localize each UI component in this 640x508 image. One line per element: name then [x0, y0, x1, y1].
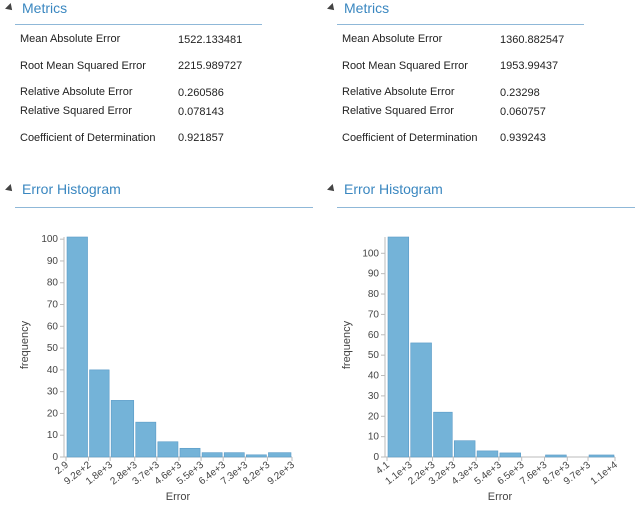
y-tick-label: 60 [368, 330, 380, 341]
chart: 01020304050607080901002.99.2e+21.8e+32.8… [19, 234, 297, 503]
metric-row: Relative Absolute Error 0.23298 [342, 83, 564, 102]
metric-value: 2215.989727 [178, 60, 243, 72]
y-tick-label: 50 [368, 350, 380, 361]
panel: Metrics Mean Absolute Error 1522.133481 Roo… [4, 0, 313, 503]
divider [15, 24, 262, 25]
y-tick-label: 100 [362, 248, 379, 259]
section-title: Metrics [22, 0, 68, 16]
panel: Metrics Mean Absolute Error 1360.882547 Roo… [322, 0, 640, 508]
metric-row: Relative Absolute Error 0.260586 [20, 83, 242, 102]
y-tick-label: 30 [368, 391, 380, 402]
bar [157, 441, 179, 458]
x-tick-label: 9.2e+3 [266, 459, 297, 487]
chart: 01020304050607080901004.11.1e+32.2e+33.2… [341, 236, 620, 503]
metric-value: 1522.133481 [178, 33, 243, 46]
metric-name: Coefficient of Determination [342, 131, 478, 144]
metric-value: 0.23298 [500, 86, 540, 99]
collapse-icon [327, 184, 337, 195]
metric-row: Mean Absolute Error 1522.133481 [20, 30, 242, 49]
bar [499, 452, 521, 458]
bar [110, 400, 135, 458]
section-header: Error Histogram [326, 181, 443, 197]
bar [453, 440, 476, 458]
metric-row: Mean Absolute Error 1360.882547 [342, 30, 564, 49]
metric-name: Relative Absolute Error [20, 86, 133, 98]
metric-name: Mean Absolute Error [342, 33, 443, 45]
metric-value: 1953.99437 [500, 60, 559, 72]
bar [201, 452, 223, 458]
metric-value: 1360.882547 [500, 33, 565, 46]
metric-value: 0.078143 [178, 105, 224, 118]
metric-value: 0.060757 [500, 105, 546, 118]
y-tick-label: 90 [47, 256, 59, 267]
metric-row: Coefficient of Determination 0.939243 [342, 121, 564, 155]
y-tick-label: 90 [368, 269, 380, 280]
bar [135, 421, 157, 458]
section-title: Error Histogram [344, 181, 443, 197]
bar [66, 236, 88, 458]
bar [433, 411, 453, 458]
metric-name: Root Mean Squared Error [20, 59, 146, 72]
y-tick-label: 20 [47, 408, 59, 419]
section-title: Error Histogram [22, 181, 121, 197]
metrics-table: Mean Absolute Error 1360.882547 Root Mean … [342, 30, 564, 155]
metric-name: Relative Absolute Error [342, 86, 455, 98]
y-tick-label: 20 [368, 411, 380, 422]
section-title: Metrics [344, 0, 390, 16]
y-tick-label: 80 [368, 289, 380, 300]
metric-row: Root Mean Squared Error 2215.989727 [20, 49, 242, 83]
metric-value: 0.260586 [178, 86, 224, 99]
bar [545, 454, 567, 458]
bar [476, 450, 499, 458]
divider [337, 207, 635, 208]
bar [387, 236, 410, 458]
y-tick-label: 70 [368, 309, 380, 320]
divider [15, 207, 313, 208]
bar [246, 454, 267, 458]
metric-name: Relative Squared Error [20, 105, 132, 117]
metric-value: 0.921857 [178, 132, 224, 144]
bar [179, 447, 201, 458]
bar [410, 342, 432, 458]
y-tick-label: 10 [47, 430, 59, 441]
y-tick-label: 0 [373, 452, 379, 463]
metric-value: 0.939243 [500, 132, 546, 144]
y-tick-label: 40 [47, 365, 59, 376]
x-axis-label: Error [488, 491, 513, 503]
y-axis-label: frequency [19, 320, 31, 369]
metric-row: Root Mean Squared Error 1953.99437 [342, 49, 564, 83]
y-axis-label: frequency [341, 320, 353, 369]
divider [337, 24, 584, 25]
bar [268, 452, 292, 458]
x-axis-label: Error [166, 491, 191, 503]
y-tick-label: 70 [47, 300, 59, 311]
metric-row: Relative Squared Error 0.060757 [342, 102, 564, 121]
y-tick-label: 100 [41, 234, 58, 245]
y-tick-label: 40 [368, 371, 380, 382]
y-tick-label: 30 [47, 387, 59, 398]
bar [89, 369, 110, 458]
y-tick-label: 0 [52, 452, 58, 463]
metric-name: Mean Absolute Error [20, 33, 121, 45]
metric-name: Root Mean Squared Error [342, 59, 468, 72]
section-header: Metrics [4, 0, 67, 16]
section-header: Metrics [326, 0, 389, 16]
metric-row: Coefficient of Determination 0.921857 [20, 121, 242, 155]
y-tick-label: 10 [368, 432, 380, 443]
y-tick-label: 50 [47, 343, 59, 354]
y-tick-label: 60 [47, 321, 59, 332]
x-tick-label: 1.1e+4 [589, 459, 620, 487]
bar [588, 454, 615, 458]
collapse-icon [327, 3, 337, 14]
metric-row: Relative Squared Error 0.078143 [20, 102, 242, 121]
collapse-icon [5, 3, 15, 14]
section-header: Error Histogram [4, 181, 121, 197]
metrics-table: Mean Absolute Error 1522.133481 Root Mean … [20, 30, 242, 155]
collapse-icon [5, 184, 15, 195]
metric-name: Relative Squared Error [342, 105, 454, 117]
y-tick-label: 80 [47, 278, 59, 289]
metric-name: Coefficient of Determination [20, 131, 156, 144]
bar [223, 452, 245, 458]
